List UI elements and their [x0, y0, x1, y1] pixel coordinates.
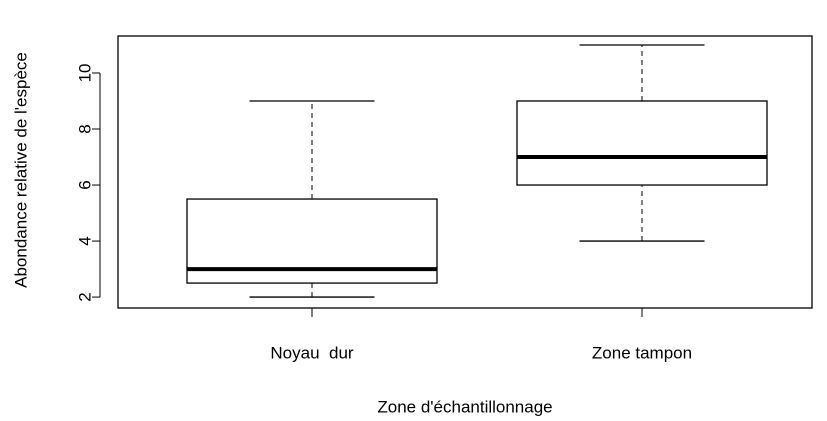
y-tick-label: 8 [75, 124, 94, 133]
y-tick-label: 2 [75, 292, 94, 301]
box [516, 100, 768, 186]
x-tick-label: Noyau dur [270, 343, 353, 362]
plot-frame [117, 35, 813, 309]
x-axis-title: Zone d'échantillonnage [377, 397, 552, 416]
y-axis-title: Abondance relative de l'espèce [11, 52, 30, 288]
x-tick-label: Zone tampon [592, 343, 692, 362]
y-tick-label: 4 [75, 236, 94, 245]
y-tick-label: 10 [75, 64, 94, 83]
y-tick-label: 6 [75, 180, 94, 189]
